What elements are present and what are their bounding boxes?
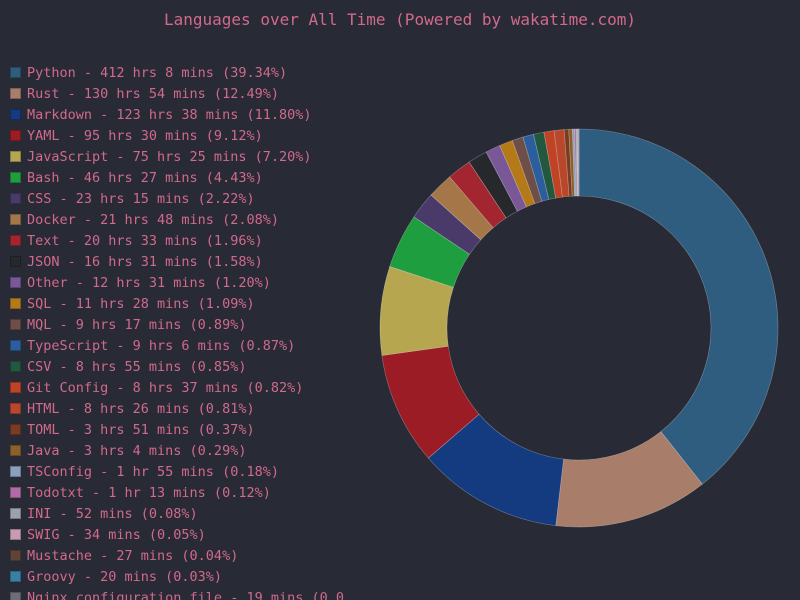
donut-slice xyxy=(563,128,573,197)
donut-slice xyxy=(430,176,494,241)
legend-swatch xyxy=(10,214,21,225)
legend-item: Text - 20 hrs 33 mins (1.96%) xyxy=(10,230,350,251)
legend-item: Other - 12 hrs 31 mins (1.20%) xyxy=(10,272,350,293)
legend-label: YAML - 95 hrs 30 mins (9.12%) xyxy=(27,127,263,144)
chart-title: Languages over All Time (Powered by waka… xyxy=(163,10,636,29)
legend-item: SQL - 11 hrs 28 mins (1.09%) xyxy=(10,293,350,314)
legend-swatch xyxy=(10,445,21,456)
legend-swatch xyxy=(10,340,21,351)
legend-label: Python - 412 hrs 8 mins (39.34%) xyxy=(27,64,288,81)
legend-item: Python - 412 hrs 8 mins (39.34%) xyxy=(10,62,350,83)
legend-swatch xyxy=(10,550,21,561)
legend-label: Nginx configuration file - 19 mins (0.0 xyxy=(27,589,344,600)
legend-swatch xyxy=(10,193,21,204)
donut-slice xyxy=(574,128,578,197)
legend-swatch xyxy=(10,151,21,162)
legend-item: MQL - 9 hrs 17 mins (0.89%) xyxy=(10,314,350,335)
legend-item: YAML - 95 hrs 30 mins (9.12%) xyxy=(10,125,350,146)
legend-item: Mustache - 27 mins (0.04%) xyxy=(10,545,350,566)
legend-label: TSConfig - 1 hr 55 mins (0.18%) xyxy=(27,463,279,480)
legend-item: Java - 3 hrs 4 mins (0.29%) xyxy=(10,440,350,461)
legend-item: CSS - 23 hrs 15 mins (2.22%) xyxy=(10,188,350,209)
legend-item: Groovy - 20 mins (0.03%) xyxy=(10,566,350,587)
legend-swatch xyxy=(10,361,21,372)
legend-label: Text - 20 hrs 33 mins (1.96%) xyxy=(27,232,263,249)
legend-label: Other - 12 hrs 31 mins (1.20%) xyxy=(27,274,271,291)
legend-swatch xyxy=(10,277,21,288)
legend-item: Markdown - 123 hrs 38 mins (11.80%) xyxy=(10,104,350,125)
legend-label: Mustache - 27 mins (0.04%) xyxy=(27,547,239,564)
legend-label: HTML - 8 hrs 26 mins (0.81%) xyxy=(27,400,255,417)
legend-label: TOML - 3 hrs 51 mins (0.37%) xyxy=(27,421,255,438)
legend-item: Git Config - 8 hrs 37 mins (0.82%) xyxy=(10,377,350,398)
legend-item: Rust - 130 hrs 54 mins (12.49%) xyxy=(10,83,350,104)
donut-slice xyxy=(578,128,779,485)
legend-label: Groovy - 20 mins (0.03%) xyxy=(27,568,223,585)
donut-slice xyxy=(568,128,575,197)
legend-label: Docker - 21 hrs 48 mins (2.08%) xyxy=(27,211,279,228)
donut-slice xyxy=(381,345,480,459)
donut-slice xyxy=(577,128,579,197)
legend-label: SQL - 11 hrs 28 mins (1.09%) xyxy=(27,295,255,312)
donut-slice xyxy=(413,194,482,255)
legend-label: Todotxt - 1 hr 13 mins (0.12%) xyxy=(27,484,271,501)
legend-swatch xyxy=(10,172,21,183)
legend-label: CSV - 8 hrs 55 mins (0.85%) xyxy=(27,358,247,375)
legend-swatch xyxy=(10,256,21,267)
legend-swatch xyxy=(10,88,21,99)
legend-swatch xyxy=(10,298,21,309)
legend-item: TOML - 3 hrs 51 mins (0.37%) xyxy=(10,419,350,440)
legend-item: Todotxt - 1 hr 13 mins (0.12%) xyxy=(10,482,350,503)
legend-swatch xyxy=(10,508,21,519)
legend-label: JSON - 16 hrs 31 mins (1.58%) xyxy=(27,253,263,270)
legend-swatch xyxy=(10,67,21,78)
donut-chart xyxy=(379,128,779,528)
legend-item: SWIG - 34 mins (0.05%) xyxy=(10,524,350,545)
legend-label: SWIG - 34 mins (0.05%) xyxy=(27,526,206,543)
donut-slice xyxy=(555,431,703,528)
legend-label: CSS - 23 hrs 15 mins (2.22%) xyxy=(27,190,255,207)
legend-swatch xyxy=(10,130,21,141)
legend-label: JavaScript - 75 hrs 25 mins (7.20%) xyxy=(27,148,312,165)
legend-label: Bash - 46 hrs 27 mins (4.43%) xyxy=(27,169,263,186)
legend-swatch xyxy=(10,403,21,414)
legend-item: HTML - 8 hrs 26 mins (0.81%) xyxy=(10,398,350,419)
legend-item: JSON - 16 hrs 31 mins (1.58%) xyxy=(10,251,350,272)
legend-swatch xyxy=(10,382,21,393)
legend-item: INI - 52 mins (0.08%) xyxy=(10,503,350,524)
donut-slice xyxy=(572,128,577,197)
chart-legend: Python - 412 hrs 8 mins (39.34%) Rust - 1… xyxy=(10,62,350,600)
legend-item: Bash - 46 hrs 27 mins (4.43%) xyxy=(10,167,350,188)
legend-swatch xyxy=(10,235,21,246)
legend-label: TypeScript - 9 hrs 6 mins (0.87%) xyxy=(27,337,296,354)
donut-slice xyxy=(511,136,543,205)
donut-slice xyxy=(389,216,470,288)
legend-label: Rust - 130 hrs 54 mins (12.49%) xyxy=(27,85,279,102)
legend-swatch xyxy=(10,319,21,330)
legend-item: TSConfig - 1 hr 55 mins (0.18%) xyxy=(10,461,350,482)
legend-swatch xyxy=(10,424,21,435)
legend-swatch xyxy=(10,592,21,600)
legend-label: Git Config - 8 hrs 37 mins (0.82%) xyxy=(27,379,304,396)
legend-label: Java - 3 hrs 4 mins (0.29%) xyxy=(27,442,247,459)
legend-label: Markdown - 123 hrs 38 mins (11.80%) xyxy=(27,106,312,123)
legend-swatch xyxy=(10,109,21,120)
legend-swatch xyxy=(10,487,21,498)
legend-label: MQL - 9 hrs 17 mins (0.89%) xyxy=(27,316,247,333)
donut-slice xyxy=(577,128,580,197)
donut-slice xyxy=(379,266,454,356)
legend-item: JavaScript - 75 hrs 25 mins (7.20%) xyxy=(10,146,350,167)
legend-swatch xyxy=(10,571,21,582)
donut-slice xyxy=(522,133,550,202)
donut-slice xyxy=(468,151,518,219)
legend-item: Docker - 21 hrs 48 mins (2.08%) xyxy=(10,209,350,230)
legend-item: CSV - 8 hrs 55 mins (0.85%) xyxy=(10,356,350,377)
donut-slice xyxy=(576,128,579,197)
legend-label: INI - 52 mins (0.08%) xyxy=(27,505,198,522)
legend-item: TypeScript - 9 hrs 6 mins (0.87%) xyxy=(10,335,350,356)
legend-item: Nginx configuration file - 19 mins (0.0 xyxy=(10,587,350,600)
legend-swatch xyxy=(10,529,21,540)
donut-slice xyxy=(575,128,579,197)
legend-swatch xyxy=(10,466,21,477)
